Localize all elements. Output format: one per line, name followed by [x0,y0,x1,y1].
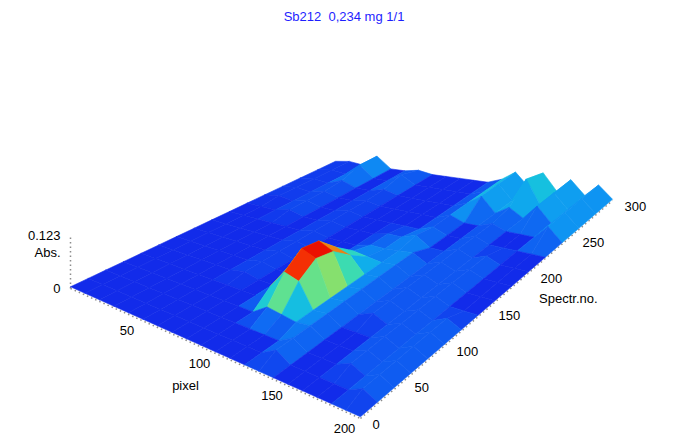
svg-text:150: 150 [261,388,283,403]
svg-text:0: 0 [373,417,380,432]
svg-text:100: 100 [189,356,211,371]
svg-text:pixel: pixel [172,378,199,393]
svg-text:0: 0 [53,281,60,296]
svg-text:50: 50 [415,380,429,395]
svg-text:150: 150 [499,308,521,323]
svg-text:0.123: 0.123 [28,228,61,243]
svg-text:200: 200 [541,271,563,286]
svg-text:Abs.: Abs. [34,245,60,260]
svg-text:200: 200 [334,421,356,436]
svg-text:Spectr.no.: Spectr.no. [539,291,598,306]
svg-text:50: 50 [120,323,134,338]
svg-text:300: 300 [625,199,647,214]
svg-text:100: 100 [457,344,479,359]
svg-text:Sb212 0,234 mg 1/1: Sb212 0,234 mg 1/1 [284,9,405,24]
svg-text:250: 250 [583,235,605,250]
